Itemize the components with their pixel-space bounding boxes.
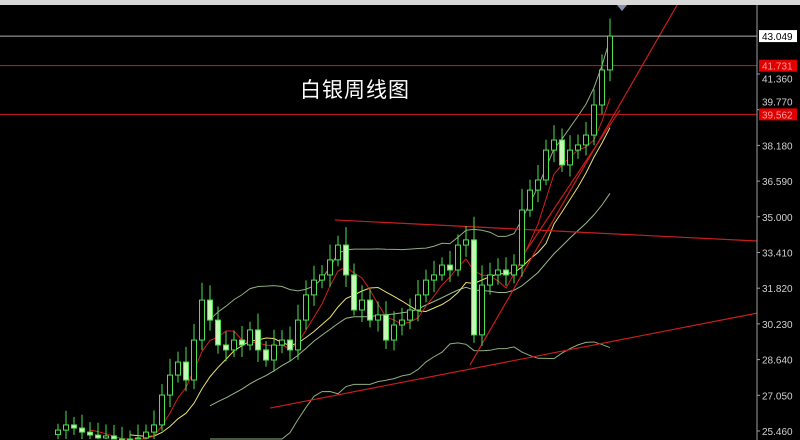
y-tick-label: 41.360 (762, 75, 793, 86)
candle-body (551, 139, 557, 151)
shift-marker-icon (617, 5, 627, 11)
candle-body (607, 35, 613, 71)
candle-body (271, 344, 277, 361)
candle-body (439, 264, 445, 276)
candle-body (383, 314, 389, 341)
candle-body (599, 69, 605, 106)
price-tag (759, 30, 797, 43)
candle-body (463, 239, 469, 246)
candle-body (567, 149, 573, 166)
candle-body (511, 264, 517, 276)
candle-body (159, 394, 165, 426)
candle-body (191, 339, 197, 381)
y-tick-label: 33.410 (762, 248, 793, 259)
candle-body (287, 339, 293, 351)
top-strip (0, 0, 800, 5)
candle-body (103, 435, 109, 439)
candle-body (495, 269, 501, 276)
candle-body (423, 279, 429, 296)
candle-body (71, 424, 77, 429)
price-tag-label: 43.049 (762, 32, 793, 43)
y-tick-label: 39.770 (762, 97, 793, 108)
y-tick-label: 28.640 (762, 356, 793, 367)
candle-body (399, 319, 405, 326)
y-tick-label: 31.820 (762, 284, 793, 295)
candle-body (471, 239, 477, 336)
ma10-line (129, 127, 611, 437)
bollinger-lower-line (210, 341, 611, 440)
candle-body (391, 324, 397, 341)
candle-body (415, 294, 421, 311)
candle-body (127, 438, 133, 440)
candle-body (559, 139, 565, 166)
candle-body (327, 259, 333, 276)
candle-body (231, 339, 237, 351)
candle-body (375, 314, 381, 321)
trendline (519, 109, 621, 261)
candle-body (343, 244, 349, 276)
price-tag-label: 41.731 (762, 62, 793, 73)
candle-body (143, 431, 149, 439)
candle-body (359, 299, 365, 311)
candle-body (455, 244, 461, 271)
candle-body (119, 438, 125, 440)
y-tick-label: 27.050 (762, 391, 793, 402)
candle-body (311, 279, 317, 296)
y-tick-label: 25.460 (762, 427, 793, 438)
candle-body (591, 104, 597, 136)
candle-body (535, 179, 541, 191)
candle-body (223, 344, 229, 351)
y-tick-label: 36.590 (762, 177, 793, 188)
candle-body (255, 329, 261, 351)
candle-body (55, 429, 61, 436)
candle-body (79, 427, 85, 433)
candle-body (519, 209, 525, 266)
candle-body (407, 309, 413, 321)
y-tick-label: 38.180 (762, 141, 793, 152)
candle-body (167, 374, 173, 396)
candle-body (135, 437, 141, 440)
candle-body (543, 149, 549, 181)
price-tag-label: 39.562 (762, 110, 793, 121)
price-tag (759, 59, 797, 72)
candle-body (239, 339, 245, 346)
candle-body (87, 431, 93, 436)
candle-body (351, 274, 357, 311)
candle-body (295, 319, 301, 351)
chart-title: 白银周线图 (300, 78, 410, 102)
candle-body (487, 274, 493, 286)
y-tick-label: 30.230 (762, 320, 793, 331)
candle-body (303, 294, 309, 321)
candle-body (503, 269, 509, 276)
candle-body (367, 299, 373, 321)
candle-body (431, 274, 437, 281)
candle-body (263, 349, 269, 361)
candle-body (183, 361, 189, 381)
trendline (269, 312, 758, 409)
candle-body (111, 435, 117, 440)
candle-body (151, 424, 157, 433)
candle-body (447, 264, 453, 271)
candle-body (199, 299, 205, 341)
candle-body (479, 284, 485, 336)
candle-body (175, 361, 181, 376)
candle-body (335, 244, 341, 261)
trendline (334, 219, 758, 242)
candle-body (63, 424, 69, 431)
candle-body (247, 329, 253, 346)
candle-body (279, 339, 285, 346)
price-tag (759, 108, 797, 121)
candle-body (95, 434, 101, 439)
candle-body (527, 189, 533, 211)
trendline (469, 4, 678, 366)
candle-body (319, 274, 325, 281)
candle-body (583, 134, 589, 146)
y-tick-label: 35.000 (762, 213, 793, 224)
bollinger-upper-line (209, 38, 611, 320)
candle-body (575, 144, 581, 151)
candle-body (207, 299, 213, 321)
candle-body (215, 319, 221, 346)
